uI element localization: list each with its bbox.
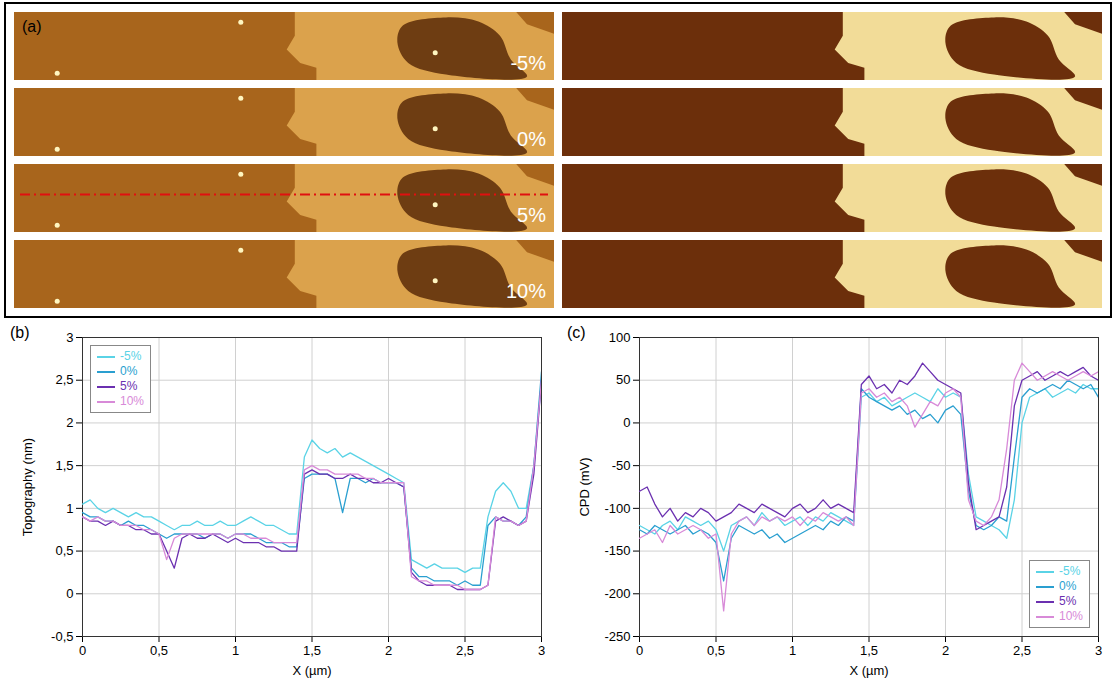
svg-text:2,5: 2,5: [1013, 643, 1031, 658]
svg-text:2,5: 2,5: [456, 643, 474, 658]
svg-text:1: 1: [789, 643, 796, 658]
svg-text:0,5: 0,5: [150, 643, 168, 658]
svg-text:1,5: 1,5: [55, 458, 73, 473]
svg-text:-0,5: -0,5: [51, 629, 73, 644]
svg-text:CPD (mV): CPD (mV): [577, 457, 592, 516]
html-text:10%: 10%: [1059, 609, 1083, 623]
svg-text:0: 0: [623, 415, 630, 430]
svg-text:2: 2: [66, 415, 73, 430]
svg-text:-100: -100: [604, 501, 630, 516]
svg-text:5%: 5%: [517, 204, 546, 226]
svg-text:50: 50: [616, 372, 630, 387]
svg-text:-250: -250: [604, 629, 630, 644]
svg-text:1: 1: [232, 643, 239, 658]
svg-text:X (µm): X (µm): [849, 663, 888, 678]
svg-text:Topography (nm): Topography (nm): [20, 438, 35, 536]
svg-text:2: 2: [385, 643, 392, 658]
svg-text:-150: -150: [604, 543, 630, 558]
svg-text:3: 3: [1095, 643, 1102, 658]
html-text:-5%: -5%: [120, 349, 142, 363]
svg-text:1,5: 1,5: [303, 643, 321, 658]
svg-text:X (µm): X (µm): [292, 663, 331, 678]
svg-text:2: 2: [942, 643, 949, 658]
svg-text:0: 0: [66, 586, 73, 601]
svg-text:1: 1: [66, 501, 73, 516]
html-text:0%: 0%: [1059, 579, 1077, 593]
svg-text:100: 100: [609, 330, 631, 345]
svg-text:10%: 10%: [506, 280, 546, 302]
svg-text:0,5: 0,5: [707, 643, 725, 658]
svg-text:0: 0: [636, 643, 643, 658]
svg-text:3: 3: [66, 330, 73, 345]
svg-text:3: 3: [538, 643, 545, 658]
svg-text:-200: -200: [604, 586, 630, 601]
html-text:-5%: -5%: [1059, 564, 1081, 578]
svg-text:-5%: -5%: [510, 52, 546, 74]
svg-text:2,5: 2,5: [55, 372, 73, 387]
svg-text:-50: -50: [612, 458, 631, 473]
svg-text:0,5: 0,5: [55, 543, 73, 558]
html-text:5%: 5%: [120, 379, 138, 393]
html-text:(b): (b): [10, 324, 30, 341]
html-text:0%: 0%: [120, 364, 138, 378]
html-text:(c): (c): [567, 324, 586, 341]
svg-text:(a): (a): [22, 18, 42, 35]
html-text:10%: 10%: [120, 394, 144, 408]
svg-text:1,5: 1,5: [860, 643, 878, 658]
svg-text:0: 0: [79, 643, 86, 658]
html-text:5%: 5%: [1059, 594, 1077, 608]
svg-text:0%: 0%: [517, 128, 546, 150]
